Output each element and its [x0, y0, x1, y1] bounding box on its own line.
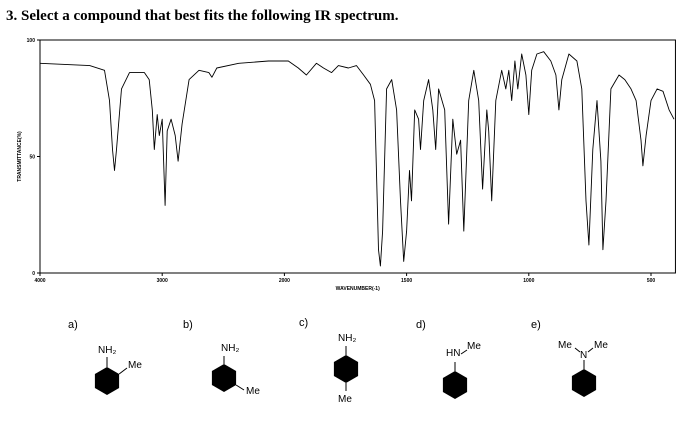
bond	[460, 349, 468, 355]
group-label: NH₂	[221, 343, 239, 354]
group-label: Me	[558, 340, 572, 351]
benzene-ring	[333, 355, 359, 383]
bond	[235, 384, 245, 391]
group-label: Me	[467, 341, 481, 352]
option-label: d)	[416, 319, 426, 331]
bond	[587, 347, 594, 353]
x-tick-label: 1000	[523, 278, 534, 284]
y-tick-label: 50	[29, 155, 35, 161]
group-label: Me	[594, 340, 608, 351]
group-label: Me	[128, 360, 142, 371]
x-tick-label: 500	[647, 278, 656, 284]
x-tick-label: 3000	[157, 278, 168, 284]
question-title: 3. Select a compound that best fits the …	[6, 8, 399, 24]
group-label: N	[580, 350, 587, 361]
benzene-ring	[94, 367, 120, 395]
y-tick-label: 0	[32, 271, 35, 277]
option-label: e)	[531, 319, 541, 331]
y-axis-label: TRANSMITTANCE(%)	[17, 131, 23, 182]
group-label: Me	[338, 394, 352, 405]
option-label: a)	[68, 319, 78, 331]
option-label: c)	[299, 317, 308, 329]
x-tick-label: 2000	[279, 278, 290, 284]
x-tick-label: 4000	[34, 278, 45, 284]
group-label: Me	[246, 386, 260, 397]
spectrum-chart: 4000 3000 2000 1500 1000 500 0 50 100 WAVENUMBER(…	[17, 38, 676, 292]
benzene-ring	[442, 371, 468, 399]
bond	[574, 347, 581, 353]
x-axis-label: WAVENUMBER(-1)	[336, 286, 380, 292]
benzene-ring	[571, 369, 597, 397]
spectrum-line	[39, 51, 675, 267]
group-label: NH₂	[98, 345, 116, 356]
group-label: NH₂	[338, 333, 356, 344]
bond	[118, 367, 128, 375]
x-tick-label: 1500	[401, 278, 412, 284]
benzene-ring	[211, 364, 237, 392]
group-label: HN	[446, 348, 460, 359]
plot-frame	[39, 39, 676, 274]
option-label: b)	[183, 319, 193, 331]
y-tick-label: 100	[27, 38, 36, 44]
